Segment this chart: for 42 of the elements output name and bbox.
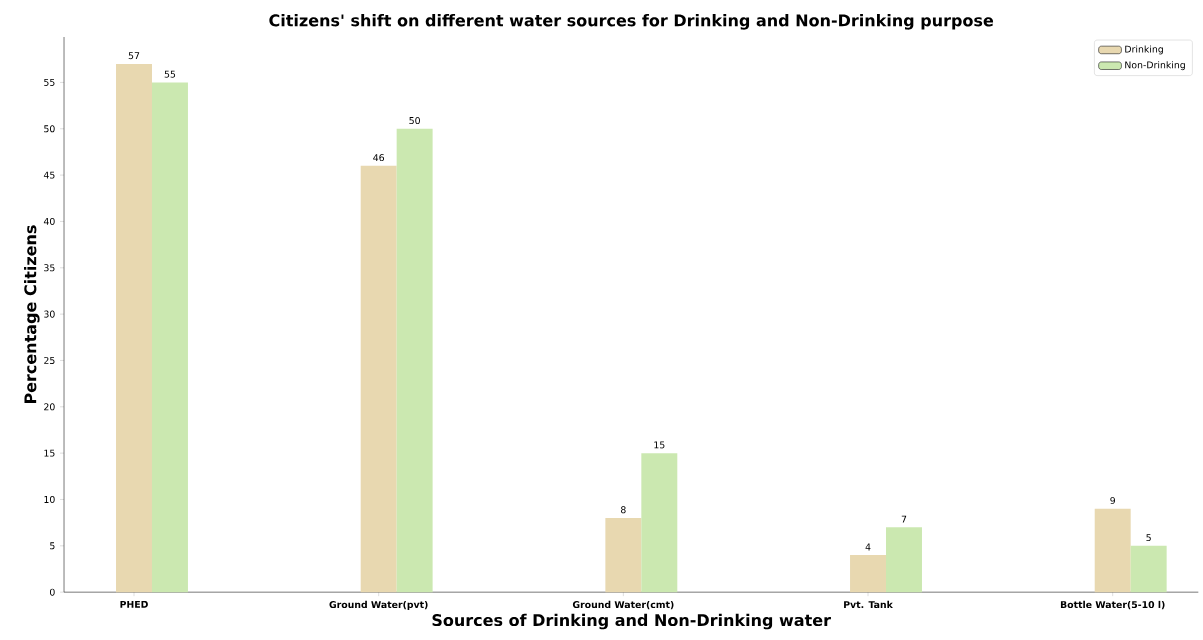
y-tick-label: 35 <box>44 264 55 272</box>
bar <box>360 165 397 593</box>
bar <box>605 517 642 593</box>
bar <box>641 453 678 593</box>
data-label: 4 <box>865 543 871 551</box>
y-tick-label: 15 <box>44 449 55 457</box>
bar <box>116 63 152 593</box>
y-tick-label: 45 <box>43 171 55 179</box>
chart-title: Citizens' shift on different water sources for Drinking and Non-Drinking purpose <box>269 13 994 30</box>
data-label: 55 <box>164 70 176 78</box>
bar <box>151 82 188 593</box>
bar <box>396 128 433 593</box>
data-label: 15 <box>654 441 665 449</box>
data-label: 5 <box>1146 534 1151 542</box>
y-tick-label: 40 <box>43 217 55 225</box>
y-tick-label: 0 <box>49 588 55 596</box>
x-tick-label: Pvt. Tank <box>844 600 893 609</box>
x-axis-title: Sources of Drinking and Non-Drinking water <box>432 613 831 630</box>
y-tick-label: 50 <box>44 125 55 133</box>
y-tick-label: 10 <box>44 495 55 503</box>
y-tick-label: 25 <box>44 356 55 364</box>
x-tick-label: PHED <box>120 600 148 608</box>
legend-label: Drinking <box>1125 45 1163 55</box>
x-tick-label: Ground Water(cmt) <box>572 600 674 610</box>
x-tick-label: Bottle Water(5-10 l) <box>1060 600 1165 610</box>
data-label: 50 <box>409 116 420 124</box>
bar <box>1130 545 1167 593</box>
data-label: 7 <box>901 515 907 523</box>
y-tick-label: 55 <box>44 78 55 86</box>
bar <box>1094 508 1131 593</box>
legend-label: Non-Drinking <box>1125 61 1185 71</box>
data-label: 8 <box>621 506 626 514</box>
x-tick-label: Ground Water(pvt) <box>329 600 428 610</box>
y-axis-title: Percentage Citizens <box>24 225 40 404</box>
y-tick-label: 30 <box>44 310 55 318</box>
data-label: 46 <box>373 153 385 162</box>
data-label: 57 <box>128 52 140 60</box>
y-tick-label: 20 <box>44 403 55 411</box>
data-label: 9 <box>1110 496 1115 504</box>
bar <box>850 555 887 593</box>
y-tick-label: 5 <box>50 542 55 550</box>
bar <box>886 527 922 593</box>
